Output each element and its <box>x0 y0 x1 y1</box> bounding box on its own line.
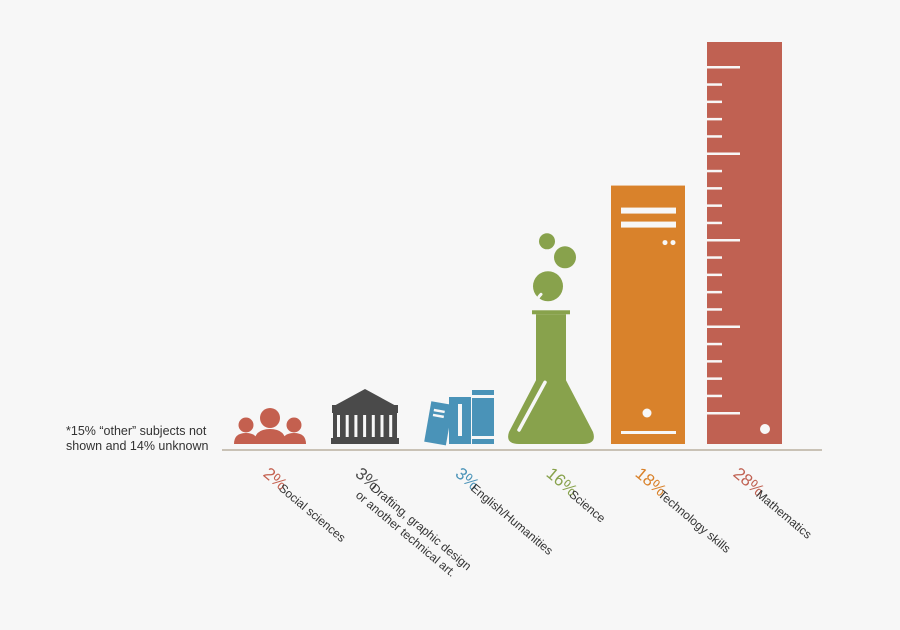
gazebo-bar-mark <box>331 389 399 444</box>
footnote-line-2: shown and 14% unknown <box>66 439 209 453</box>
flask-icon <box>508 233 594 444</box>
category-tick-label: Mathematics <box>753 487 814 541</box>
category-label-group: 28%Mathematics <box>730 464 815 542</box>
category-tick-label: Science <box>566 487 608 525</box>
category-tick-label: or another technical art. <box>353 488 459 580</box>
ruler-icon <box>707 42 782 444</box>
people-bar-mark <box>234 408 306 444</box>
computer-tower-bar-mark <box>611 185 685 445</box>
people-icon <box>234 408 306 444</box>
ruler-bar-mark <box>707 42 782 444</box>
books-bar-mark <box>424 390 494 446</box>
footnote: *15% “other” subjects not shown and 14% … <box>66 424 208 454</box>
category-label-group: 16%Science <box>543 464 609 526</box>
category-tick-label: English/Humanities <box>468 481 556 558</box>
category-tick-label: Social sciences <box>276 481 348 545</box>
flask-bar-mark <box>508 233 594 444</box>
category-tick-label: Technology skills <box>655 487 733 556</box>
category-label-group: 2%Social sciences <box>260 464 349 545</box>
category-tick-label: Drafting, graphic design <box>368 481 474 573</box>
footnote-line-1: *15% “other” subjects not <box>66 424 207 438</box>
category-label-group: 18%Technology skills <box>632 464 734 556</box>
gazebo-icon <box>331 389 399 444</box>
computer-tower-icon <box>611 185 685 445</box>
books-icon <box>424 390 494 446</box>
